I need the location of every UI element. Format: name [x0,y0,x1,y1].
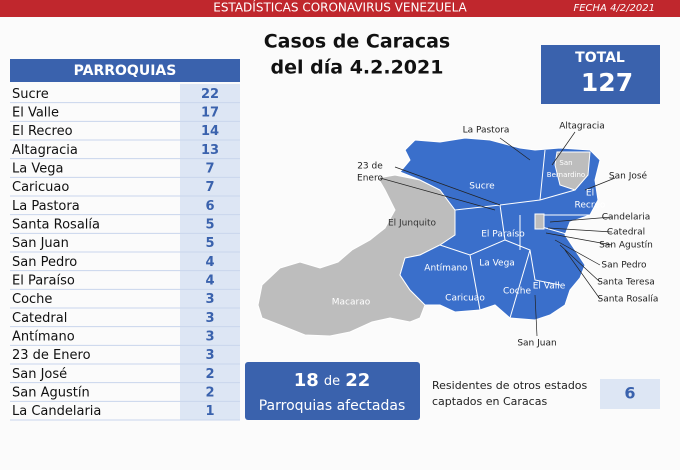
title-line: Casos de Caracas [264,31,451,53]
parish-name: San Juan [12,236,69,251]
map [257,131,616,337]
parish-name: San Agustín [12,386,90,401]
parish-cases: 14 [201,124,219,139]
parish-cases: 1 [205,404,214,419]
residents-label: captados en Caracas [432,395,547,408]
parish-cases: 17 [201,106,219,121]
parish-cases: 3 [205,311,214,326]
parish-name: Antímano [12,330,75,345]
map-area-blue [399,137,601,321]
parish-cases: 3 [205,330,214,345]
table-header: PARROQUIAS [74,63,177,79]
total-box [541,45,660,104]
map-label: Santa Teresa [597,278,655,288]
map-label: Sucre [469,182,495,192]
header-date: FECHA 4/2/2021 [573,3,655,14]
parish-name: San Pedro [12,255,77,270]
parish-name: El Paraíso [12,274,75,289]
map-label: El [586,189,594,199]
parish-cases: 6 [205,199,214,214]
parish-name: El Valle [12,106,59,121]
map-area-gray [534,213,545,230]
parish-cases: 7 [205,180,214,195]
header-bar [0,0,680,17]
parish-name: La Pastora [12,199,80,214]
parish-name: San José [12,367,67,382]
parish-name: El Recreo [12,124,73,139]
affected-label: Parroquias afectadas [259,398,406,414]
map-label: Bernardino [547,171,585,179]
parish-name: Coche [12,292,52,307]
parish-cases: 22 [201,87,219,102]
title-line: del día 4.2.2021 [271,57,444,79]
parish-cases: 2 [205,367,214,382]
map-label: Santa Rosalía [598,295,659,305]
map-label: San Agustín [599,241,653,251]
parish-cases: 5 [205,218,214,233]
total-value: 127 [581,68,633,97]
map-label: San [559,159,572,167]
map-label: La Vega [479,259,515,269]
parish-cases: 4 [205,255,214,270]
parish-cases: 5 [205,236,214,251]
parish-cases: 4 [205,274,214,289]
parish-name: La Vega [12,162,63,177]
affected-number: 18 [294,370,319,391]
affected-total: 22 [345,370,370,391]
residents-label: Residentes de otros estados [432,379,588,392]
map-label: Candelaria [602,213,651,223]
map-label: Enero [357,174,383,184]
parish-name: Caricuao [12,180,69,195]
map-label: La Pastora [463,126,510,136]
affected-count: 18 de 22 [294,370,371,391]
map-label: San Juan [517,339,556,349]
map-label: El Valle [533,282,566,292]
parish-cases: 13 [201,143,219,158]
affected-box [245,362,420,420]
parish-name: Santa Rosalía [12,218,100,233]
parish-cases: 7 [205,162,214,177]
residents-box [600,379,660,409]
parish-cases: 2 [205,386,214,401]
table-header-bg [10,59,240,82]
map-label: Recreo [575,201,606,211]
map-label: El Paraíso [481,230,525,240]
map-label: Altagracia [559,122,605,132]
residents-value: 6 [624,384,635,403]
map-labels: La Pastora Altagracia 23 de Enero Sucre San Be… [332,122,659,349]
total-label: TOTAL [575,50,625,66]
parish-name: Catedral [12,311,67,326]
map-label: El Junquito [388,219,437,229]
map-label: Coche [503,287,531,297]
parish-name: La Candelaria [12,404,101,419]
parish-name: Sucre [12,87,49,102]
parish-name: 23 de Enero [12,348,91,363]
parish-cases: 3 [205,292,214,307]
leader-lines [379,131,616,337]
map-label: San Pedro [601,261,647,271]
header-title: ESTADÍSTICAS CORONAVIRUS VENEZUELA [213,0,467,15]
map-label: Macarao [332,298,371,308]
map-label: San José [609,171,648,182]
affected-connector: de [324,374,340,389]
map-label: Catedral [607,228,645,238]
parish-cases: 3 [205,348,214,363]
map-label: Antímano [424,264,468,274]
map-label: 23 de [357,162,383,172]
map-label: Caricuao [445,294,485,304]
parish-name: Altagracia [12,143,78,158]
